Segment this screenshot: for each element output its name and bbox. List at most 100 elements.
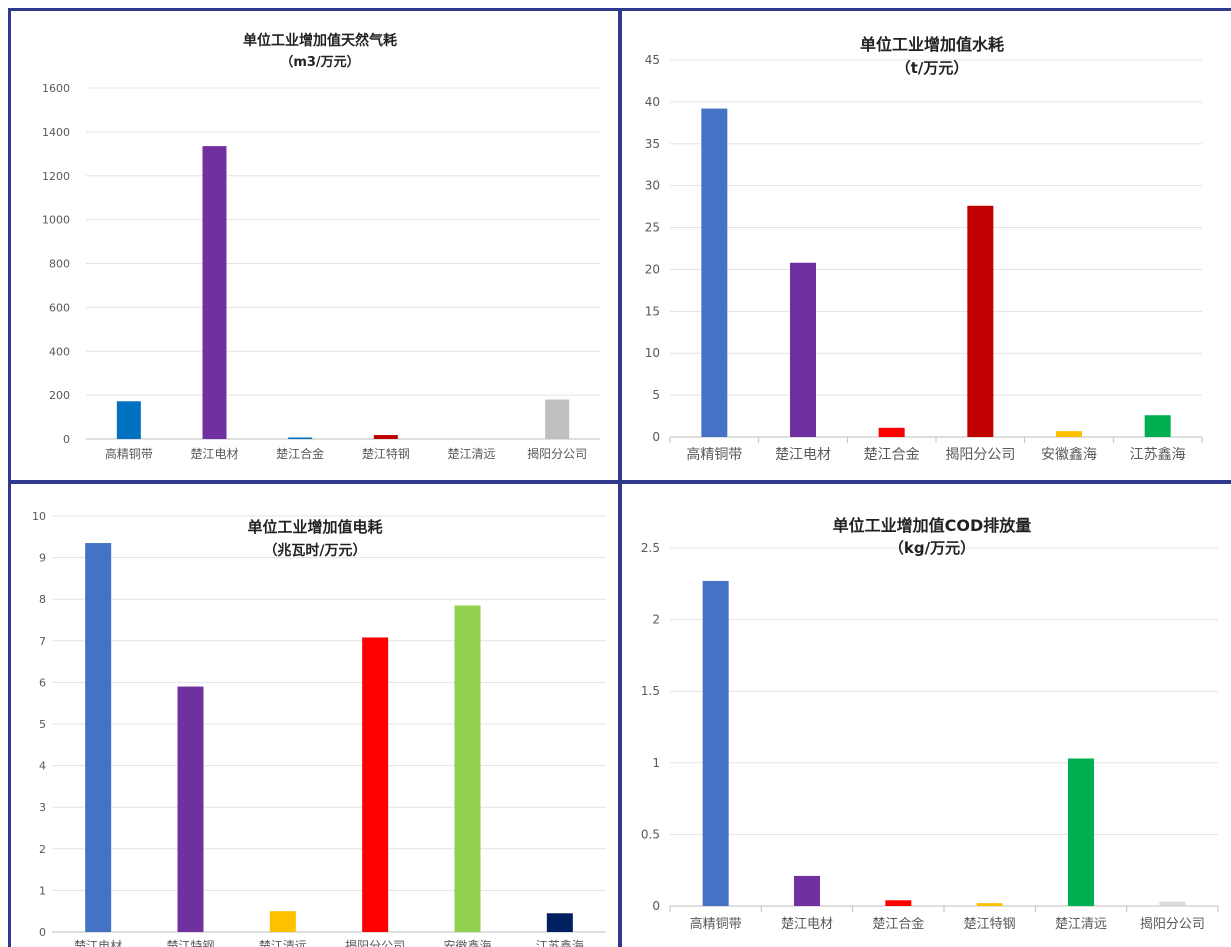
bar — [1144, 415, 1171, 437]
y-tick-label: 0 — [63, 433, 70, 446]
y-tick-label: 1000 — [42, 214, 70, 227]
x-tick-label: 楚江电材 — [74, 939, 122, 947]
x-tick-label: 揭阳分公司 — [945, 447, 1015, 463]
x-tick-label: 安徽鑫海 — [1041, 446, 1097, 463]
bar — [546, 913, 573, 932]
x-tick-label: 揭阳分公司 — [527, 446, 587, 461]
bar — [702, 580, 729, 906]
x-tick-label: 楚江特钢 — [362, 446, 410, 461]
chart-title: 单位工业增加值电耗 — [247, 518, 382, 536]
y-tick-label: 2 — [39, 843, 46, 856]
chart-water: 0 5 10 15 20 25 30 35 40 45 高精铜带 楚江电材 楚江合金 揭阳分公司 安徽鑫海 江… — [645, 35, 1203, 463]
y-tick-label: 10 — [32, 510, 46, 523]
y-tick-label: 600 — [49, 301, 70, 314]
y-tick-label: 0 — [652, 430, 660, 444]
bar — [373, 435, 398, 439]
y-tick-label: 2 — [652, 613, 660, 627]
bar — [701, 108, 728, 437]
bar — [1056, 431, 1082, 437]
bar — [1159, 901, 1186, 906]
y-tick-label: 30 — [645, 179, 660, 193]
chart-title: 单位工业增加值COD排放量 — [833, 516, 1032, 535]
x-tick-label: 高精铜带 — [105, 446, 153, 461]
y-tick-label: 35 — [645, 137, 660, 151]
bar — [177, 686, 204, 932]
bar — [362, 637, 389, 932]
x-tick-label: 楚江清远 — [259, 939, 307, 947]
frame-middle-vertical — [618, 8, 622, 947]
x-tick-label: 江苏鑫海 — [536, 938, 584, 947]
chart-panel-water: 0 5 10 15 20 25 30 35 40 45 高精铜带 楚江电材 楚江合金 揭阳分公司 安徽鑫海 江… — [622, 10, 1231, 480]
bar — [794, 875, 820, 906]
y-tick-label: 2.5 — [641, 541, 660, 555]
x-tick-label: 楚江特钢 — [166, 938, 214, 947]
frame-left — [8, 8, 11, 947]
y-tick-label: 1600 — [42, 82, 70, 95]
bar — [545, 399, 570, 439]
y-tick-label: 1400 — [42, 126, 70, 139]
bar — [288, 437, 313, 439]
chart-panel-cod: 0 0.5 1 1.5 2 2.5 高精铜带 楚江电材 楚江合金 楚江特钢 楚江清远 揭阳分公司 单位工… — [622, 484, 1231, 947]
x-tick-label: 楚江合金 — [276, 446, 324, 461]
bar — [1068, 758, 1094, 906]
x-tick-label: 高精铜带 — [690, 916, 742, 932]
chart-subtitle: （t/万元） — [896, 59, 969, 77]
y-tick-label: 9 — [39, 552, 46, 565]
x-tick-label: 楚江清远 — [447, 447, 495, 461]
y-tick-label: 40 — [645, 95, 660, 109]
y-tick-label: 10 — [645, 346, 660, 360]
y-tick-label: 1200 — [42, 170, 70, 183]
x-tick-label: 楚江合金 — [864, 447, 920, 463]
bar — [269, 911, 296, 932]
y-tick-label: 0 — [652, 899, 660, 913]
chart-title: 单位工业增加值水耗 — [860, 35, 1004, 54]
bar — [202, 146, 227, 439]
bar — [885, 900, 912, 906]
bar — [967, 205, 994, 437]
x-tick-label: 楚江电材 — [781, 917, 833, 932]
chart-subtitle: （m3/万元） — [280, 54, 359, 70]
x-tick-label: 安徽鑫海 — [443, 938, 491, 947]
y-tick-label: 20 — [645, 262, 660, 276]
x-tick-label: 江苏鑫海 — [1130, 446, 1186, 463]
x-tick-label: 楚江电材 — [190, 447, 238, 461]
chart-panel-electricity: 0 1 2 3 4 5 6 7 8 9 10 楚江电材 楚江特钢 楚江清远 揭阳分公司 安徽鑫海 江苏鑫海 单位工… — [10, 484, 618, 947]
y-tick-label: 0 — [39, 926, 46, 939]
y-tick-label: 1 — [652, 756, 660, 770]
y-tick-label: 5 — [39, 718, 46, 731]
y-tick-label: 6 — [39, 676, 46, 689]
chart-title: 单位工业增加值天然气耗 — [243, 32, 397, 49]
bar — [976, 903, 1003, 906]
x-tick-label: 楚江清远 — [1055, 917, 1107, 932]
chart-panel-natural-gas: 0 200 400 600 800 1000 1200 1400 1600 高精铜带 楚江电材 楚江合… — [10, 10, 618, 480]
y-tick-label: 800 — [49, 258, 70, 271]
chart-subtitle: （kg/万元） — [889, 539, 975, 557]
y-tick-label: 200 — [49, 389, 70, 402]
bar — [454, 605, 481, 932]
x-tick-label: 揭阳分公司 — [345, 938, 405, 947]
chart-cod: 0 0.5 1 1.5 2 2.5 高精铜带 楚江电材 楚江合金 楚江特钢 楚江清远 揭阳分公司 单位工… — [641, 516, 1219, 932]
y-tick-label: 1 — [39, 884, 46, 897]
x-tick-label: 高精铜带 — [686, 446, 742, 463]
x-tick-label: 楚江合金 — [872, 916, 924, 932]
x-tick-label: 揭阳分公司 — [1140, 917, 1205, 932]
y-tick-label: 3 — [39, 801, 46, 814]
x-tick-label: 楚江电材 — [775, 447, 831, 463]
y-tick-label: 5 — [652, 388, 660, 402]
x-tick-label: 楚江特钢 — [964, 917, 1016, 932]
y-tick-label: 8 — [39, 593, 46, 606]
y-tick-label: 400 — [49, 345, 70, 358]
bar — [878, 427, 905, 437]
y-tick-label: 25 — [645, 221, 660, 235]
bar — [790, 262, 816, 437]
y-tick-label: 7 — [39, 635, 46, 648]
chart-subtitle: （兆瓦时/万元） — [263, 542, 366, 559]
bar — [85, 543, 112, 932]
frame-middle-horizontal — [8, 480, 1231, 484]
y-tick-label: 4 — [39, 760, 46, 773]
y-tick-label: 45 — [645, 53, 660, 67]
y-tick-label: 15 — [645, 304, 660, 318]
bar — [116, 401, 141, 439]
chart-natural-gas: 0 200 400 600 800 1000 1200 1400 1600 高精铜带 楚江电材 楚江合… — [42, 32, 600, 461]
chart-electricity: 0 1 2 3 4 5 6 7 8 9 10 楚江电材 楚江特钢 楚江清远 揭阳分公司 安徽鑫海 江苏鑫海 单位工… — [32, 510, 606, 947]
